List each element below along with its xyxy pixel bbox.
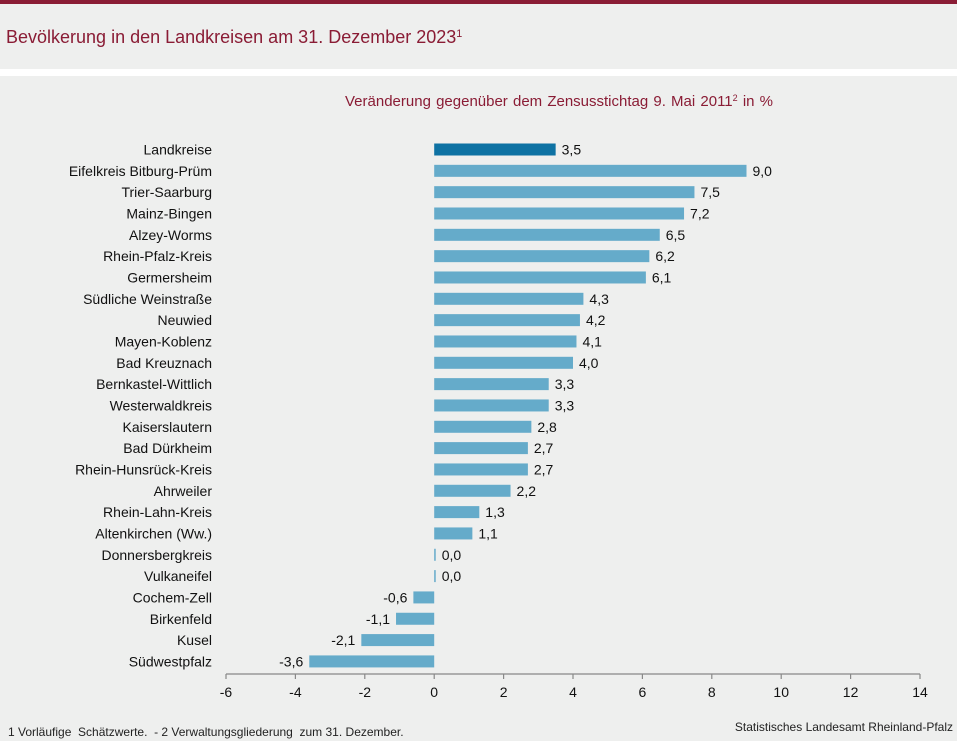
data-label: 4,3 (589, 291, 609, 307)
data-label: 4,0 (579, 355, 599, 371)
bar (434, 250, 650, 263)
bar (434, 484, 511, 497)
bar (434, 442, 528, 455)
x-tick-label: 14 (912, 684, 928, 700)
header-divider (0, 69, 957, 76)
data-label: 2,7 (534, 440, 554, 456)
bar (434, 164, 747, 177)
title-footnote-mark: 1 (456, 28, 463, 41)
bar (434, 271, 646, 284)
subtitle-unit: in % (737, 93, 774, 110)
bar (434, 207, 685, 220)
x-tick-label: 10 (773, 684, 789, 700)
category-label: Alzey-Worms (129, 227, 212, 243)
data-label: -2,1 (331, 632, 355, 648)
category-label: Altenkirchen (Ww.) (95, 525, 212, 541)
footnote: 1 Vorläufige Schätzwerte. - 2 Verwaltung… (8, 725, 404, 739)
x-tick-label: -6 (220, 684, 233, 700)
bar (434, 228, 660, 241)
x-tick-label: 12 (843, 684, 859, 700)
x-tick-label: 2 (500, 684, 508, 700)
bar (434, 186, 695, 199)
category-label: Südliche Weinstraße (83, 291, 212, 307)
category-label: Mainz-Bingen (126, 205, 212, 221)
category-label: Rhein-Pfalz-Kreis (103, 248, 212, 264)
data-label: 6,1 (652, 269, 672, 285)
data-label: 0,0 (442, 568, 462, 584)
category-label: Trier-Saarburg (121, 184, 212, 200)
category-label: Mayen-Koblenz (115, 333, 212, 349)
data-label: -3,6 (279, 653, 303, 669)
category-label: Donnersbergkreis (102, 547, 213, 563)
subtitle-text: Veränderung gegenüber dem Zensusstichtag… (345, 93, 733, 110)
bar (396, 612, 435, 625)
category-label: Bernkastel-Wittlich (96, 376, 212, 392)
data-label: 6,2 (655, 248, 675, 264)
bar (361, 634, 435, 647)
category-label: Südwestpfalz (129, 653, 212, 669)
category-label: Germersheim (127, 269, 212, 285)
data-label: 4,2 (586, 312, 606, 328)
category-label: Rhein-Hunsrück-Kreis (75, 461, 212, 477)
bar (434, 292, 584, 305)
category-label: Vulkaneifel (144, 568, 212, 584)
category-label: Ahrweiler (154, 483, 213, 499)
x-tick-label: 8 (708, 684, 716, 700)
x-tick-label: 6 (639, 684, 647, 700)
bar (434, 506, 480, 519)
bar (434, 463, 528, 476)
chart-subtitle: Veränderung gegenüber dem Zensusstichtag… (345, 93, 773, 110)
title-text: Bevölkerung in den Landkreisen am 31. De… (6, 27, 457, 47)
data-label: 6,5 (666, 227, 686, 243)
bar (434, 399, 549, 412)
x-tick-label: 4 (569, 684, 577, 700)
data-label: 1,1 (478, 525, 498, 541)
bar (434, 356, 573, 369)
data-label: 3,5 (562, 142, 582, 158)
source-credit: Statistisches Landesamt Rheinland-Pfalz (734, 720, 953, 734)
category-label: Kusel (177, 632, 212, 648)
data-label: 3,3 (555, 376, 575, 392)
data-label: -1,1 (366, 611, 390, 627)
category-label: Bad Kreuznach (116, 355, 212, 371)
bar (434, 143, 556, 156)
page-title: Bevölkerung in den Landkreisen am 31. De… (6, 27, 462, 48)
data-label: 7,5 (700, 184, 720, 200)
x-tick-label: 0 (430, 684, 438, 700)
x-tick-label: -2 (359, 684, 372, 700)
data-label: 1,3 (485, 504, 505, 520)
category-label: Rhein-Lahn-Kreis (103, 504, 212, 520)
category-label: Birkenfeld (150, 611, 212, 627)
bar (309, 655, 435, 668)
bar (434, 527, 473, 540)
category-label: Landkreise (144, 142, 213, 158)
bar (434, 335, 577, 348)
bar (413, 591, 435, 604)
data-label: 4,1 (582, 333, 602, 349)
data-label: 9,0 (753, 163, 773, 179)
bar (434, 420, 532, 433)
bar (434, 314, 580, 327)
data-label: 3,3 (555, 397, 575, 413)
data-label: 2,8 (537, 419, 557, 435)
category-label: Cochem-Zell (133, 589, 212, 605)
data-label: 2,7 (534, 461, 554, 477)
data-label: 2,2 (517, 483, 537, 499)
category-label: Kaiserslautern (123, 419, 213, 435)
bar (434, 378, 549, 391)
category-label: Neuwied (158, 312, 212, 328)
subtitle-footnote-mark: 2 (732, 93, 738, 104)
x-tick-label: -4 (289, 684, 302, 700)
category-label: Eifelkreis Bitburg-Prüm (69, 163, 212, 179)
bar (434, 570, 436, 583)
data-label: 7,2 (690, 205, 710, 221)
bar (434, 548, 436, 561)
data-label: -0,6 (383, 589, 407, 605)
category-label: Westerwaldkreis (110, 397, 212, 413)
data-label: 0,0 (442, 547, 462, 563)
top-accent-bar (0, 0, 957, 4)
category-label: Bad Dürkheim (123, 440, 212, 456)
